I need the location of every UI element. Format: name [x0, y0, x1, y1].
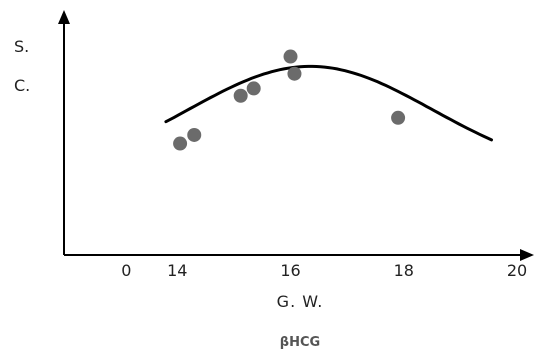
- x-tick-label: 0: [121, 261, 131, 280]
- data-point: [391, 110, 406, 125]
- chart-title: βHCG: [280, 335, 320, 350]
- y-axis-label-line-1: S.: [14, 37, 29, 56]
- data-points: [173, 49, 406, 151]
- data-point: [246, 81, 261, 96]
- data-point: [283, 49, 298, 64]
- x-tick-label: 18: [394, 261, 414, 280]
- x-tick-label: 20: [507, 261, 527, 280]
- x-tick-labels: 0 14 16 18 20: [121, 261, 527, 280]
- y-axis-arrow: [58, 10, 70, 24]
- data-point: [187, 127, 202, 142]
- y-axis-label-line-2: C.: [14, 76, 30, 95]
- x-axis-label: G. W.: [277, 292, 324, 311]
- x-tick-label: 16: [280, 261, 300, 280]
- data-point: [287, 66, 302, 81]
- fit-curve: [164, 64, 493, 142]
- x-axis-arrow: [520, 249, 534, 261]
- x-tick-label: 14: [167, 261, 187, 280]
- data-point: [233, 88, 248, 103]
- data-point: [173, 136, 188, 151]
